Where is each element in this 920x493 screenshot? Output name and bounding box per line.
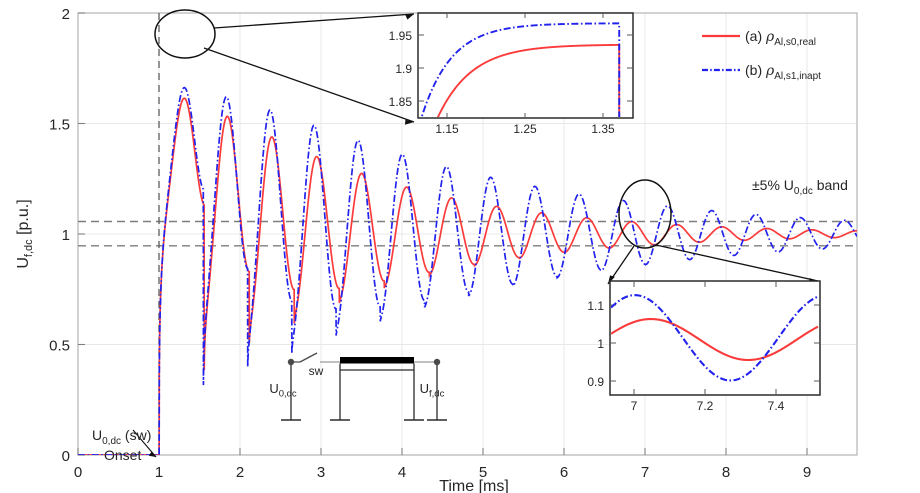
- inset-top-xtick-2: 1.35: [591, 122, 615, 136]
- x-tick-label-5: 5: [479, 464, 487, 481]
- waveform-group: [78, 86, 857, 455]
- inset-bottom-xtick-1: 7.2: [697, 399, 714, 413]
- leader-line-bottom-right: [655, 244, 819, 282]
- inset-top-series-a: [436, 43, 621, 117]
- zoom-marker-ellipse-bottom: [618, 179, 672, 249]
- inset-bottom-xtick-0: 7: [631, 399, 638, 413]
- y-tick-label-2: 1: [62, 227, 70, 244]
- x-tick-label-7: 7: [641, 464, 649, 481]
- inset-top-series-b: [420, 22, 621, 117]
- inset-bottom-ytick-0: 0.9: [587, 375, 604, 389]
- inset-bottom-series-b: [611, 294, 819, 382]
- inset-top-xtick-0: 1.15: [435, 122, 459, 136]
- y-tick-label-0: 0: [62, 448, 70, 465]
- band-label: ±5% U0,dc band: [752, 177, 848, 197]
- line-conductor-bar: [340, 357, 414, 364]
- inset-first-peak: 1.95 1.9 1.85 1.15 1.25 1.35: [389, 12, 634, 136]
- onset-label-voltage: U0,dc (sw): [92, 427, 151, 447]
- inset-bottom-ytick-2: 1.1: [587, 299, 604, 313]
- series-a-line: [78, 97, 857, 455]
- inset-top-ytick-0: 1.85: [389, 95, 413, 109]
- zoom-marker-ellipse-top: [154, 9, 216, 59]
- inset-bottom-xtick-2: 7.4: [768, 399, 785, 413]
- switch-blade: [299, 352, 318, 363]
- y-tick-label-3: 1.5: [49, 117, 70, 134]
- inset-top-frame: [417, 12, 634, 119]
- inset-top-ytick-1: 1.9: [395, 62, 412, 76]
- x-tick-label-6: 6: [560, 464, 568, 481]
- x-tick-label-8: 8: [722, 464, 730, 481]
- leader-line-top-upper: [213, 13, 415, 29]
- y-tick-label-1: 0.5: [49, 338, 70, 355]
- x-tick-label-4: 4: [398, 464, 406, 481]
- x-tick-label-1: 1: [155, 464, 163, 481]
- x-tick-label-3: 3: [317, 464, 325, 481]
- x-tick-label-9: 9: [803, 464, 811, 481]
- onset-annotation: U0,dc (sw) Onset: [92, 427, 157, 463]
- onset-label-word: Onset: [104, 447, 141, 463]
- inset-bottom-frame: [609, 280, 821, 396]
- leader-arrow-top-lower: [405, 119, 414, 125]
- inset-top-ytick-2: 1.95: [389, 29, 413, 43]
- circuit-switch-label: sw: [309, 364, 324, 378]
- inset-bottom-ytick-1: 1: [597, 337, 604, 351]
- inset-bottom-series-a: [611, 317, 819, 362]
- x-axis-label: Time [ms]: [439, 478, 509, 493]
- series-b-line: [78, 86, 857, 455]
- leader-line-top-lower: [203, 47, 415, 123]
- inset-steady-ripple: 1.1 1 0.9 7 7.2 7.4: [587, 280, 821, 413]
- x-tick-label-0: 0: [74, 464, 82, 481]
- x-tick-label-2: 2: [236, 464, 244, 481]
- x-axis-ticks: [77, 448, 808, 455]
- y-tick-label-4: 2: [62, 6, 70, 23]
- inset-top-xtick-1: 1.25: [513, 122, 537, 136]
- leader-arrow-top-upper: [405, 14, 414, 20]
